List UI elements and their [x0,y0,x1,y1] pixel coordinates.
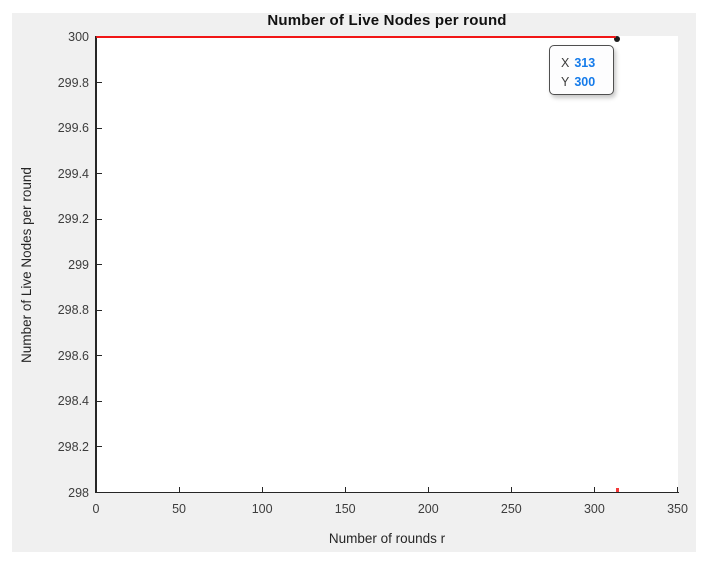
y-tick-mark [96,173,102,175]
series-line-segment[interactable] [96,35,617,39]
y-tick-label: 299.6 [57,121,89,136]
datatip-y-label: Y [561,75,570,89]
y-tick-label: 298.6 [57,348,89,363]
x-tick-label: 100 [251,502,273,516]
y-tick-mark [96,264,102,266]
x-tick-label: 250 [500,502,522,516]
x-axis-label: Number of rounds r [328,531,446,546]
y-tick-mark [96,355,102,357]
y-tick-label: 298.4 [57,394,89,409]
y-tick-label: 298.2 [57,439,89,454]
x-tick-mark [593,487,595,492]
datatip-x-value: 313 [574,56,596,70]
x-tick-label: 50 [172,502,187,516]
x-axis-spine [95,491,679,493]
x-tick-mark [344,487,346,492]
y-tick-label: 299.2 [57,212,89,227]
x-tick-label: 200 [417,502,439,516]
chart-title: Number of Live Nodes per round [267,12,507,29]
datatip-y-value: 300 [574,75,596,89]
x-tick-mark [677,487,678,492]
datatip-x-row: X 313 [561,54,613,73]
datatip-marker[interactable] [613,36,620,42]
x-tick-mark [427,487,429,492]
x-tick-mark [95,487,97,492]
y-tick-mark [96,82,102,84]
y-tick-mark [96,309,102,311]
y-tick-label: 298 [68,485,89,500]
y-tick-mark [96,446,102,448]
y-tick-label: 298.8 [57,303,89,318]
plot-area[interactable] [96,36,678,493]
x-tick-label: 150 [334,502,356,516]
y-tick-mark [96,218,102,220]
x-tick-label: 300 [583,502,605,516]
y-tick-mark [96,127,102,129]
x-tick-label: 350 [667,502,688,516]
x-tick-mark [510,487,512,492]
x-tick-mark [178,487,180,492]
datatip-tooltip[interactable]: X 313 Y 300 [549,45,615,95]
y-axis-spine [95,36,97,493]
y-tick-label: 299 [68,257,89,272]
x-tick-label: 0 [92,502,100,516]
datatip-x-label: X [561,56,570,70]
series-clipped-drop-mark [616,488,619,492]
y-tick-label: 299.8 [57,75,89,90]
datatip-y-row: Y 300 [561,73,613,92]
x-tick-mark [261,487,263,492]
y-tick-mark [96,492,102,493]
y-tick-label: 300 [68,30,89,44]
y-tick-mark [96,400,102,402]
y-tick-label: 299.4 [57,166,89,181]
